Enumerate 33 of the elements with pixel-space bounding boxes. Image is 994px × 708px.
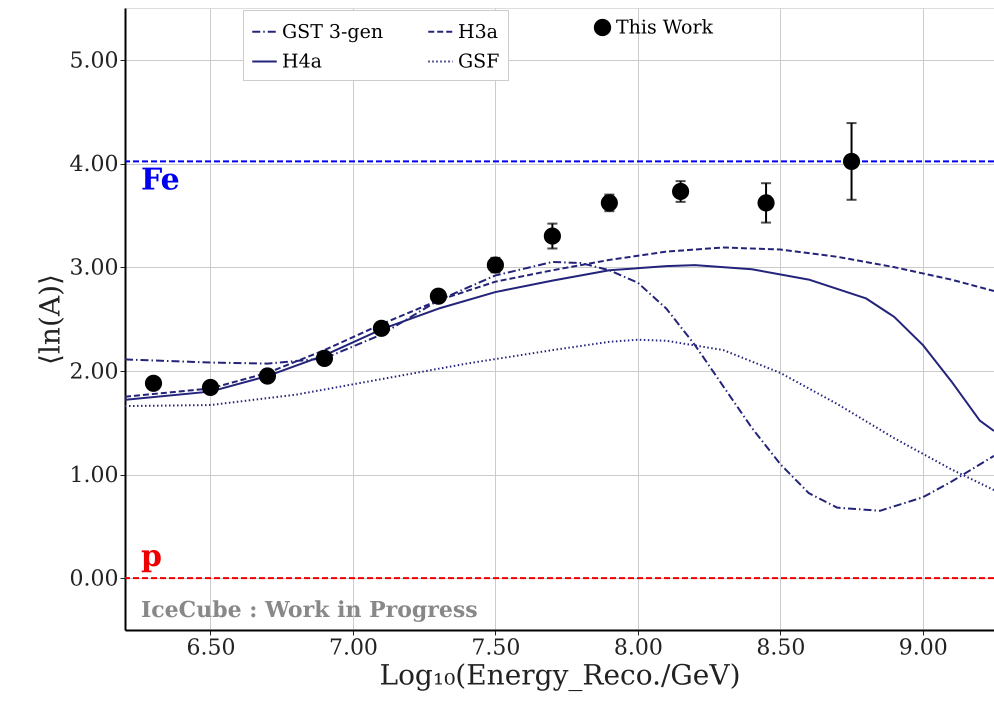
y-tick-label: 5.00 [70, 48, 118, 74]
point [202, 378, 220, 396]
x-tick-label: 6.50 [186, 636, 236, 660]
ref-line-label: Fe [141, 162, 180, 198]
y-tick-label: 2.00 [70, 359, 118, 384]
x-tick-label: 7.00 [328, 636, 378, 660]
point [544, 228, 561, 245]
x-tick-label: 7.50 [471, 636, 520, 660]
legend-label: This Work [616, 16, 714, 38]
x-tick-label: 9.00 [898, 636, 948, 660]
ref-line-label: p [141, 539, 162, 574]
point [316, 350, 334, 367]
annotation: IceCube : Work in Progress [141, 597, 478, 623]
y-tick-label: 1.00 [70, 463, 118, 488]
y-tick-label: 3.00 [70, 256, 118, 281]
point [842, 152, 860, 170]
point [372, 320, 390, 337]
x-tick-label: 8.00 [614, 636, 663, 660]
x-tick-label: 8.50 [756, 636, 806, 660]
legend-label: H4a [282, 50, 322, 72]
x-axis-title: Log₁₀(Energy_Reco./GeV) [379, 658, 741, 692]
point [430, 288, 447, 305]
point [144, 374, 162, 392]
point [757, 194, 775, 212]
legend-label: GST 3-gen [282, 20, 384, 43]
point [600, 194, 618, 212]
point [258, 367, 276, 385]
y-axis-title: ⟨ln(A)⟩ [34, 274, 67, 365]
legend-label: H3a [458, 20, 498, 43]
y-tick-label: 0.00 [70, 566, 118, 592]
y-tick-label: 4.00 [70, 152, 118, 177]
legend-label: GSF [458, 50, 500, 72]
point [672, 182, 690, 200]
